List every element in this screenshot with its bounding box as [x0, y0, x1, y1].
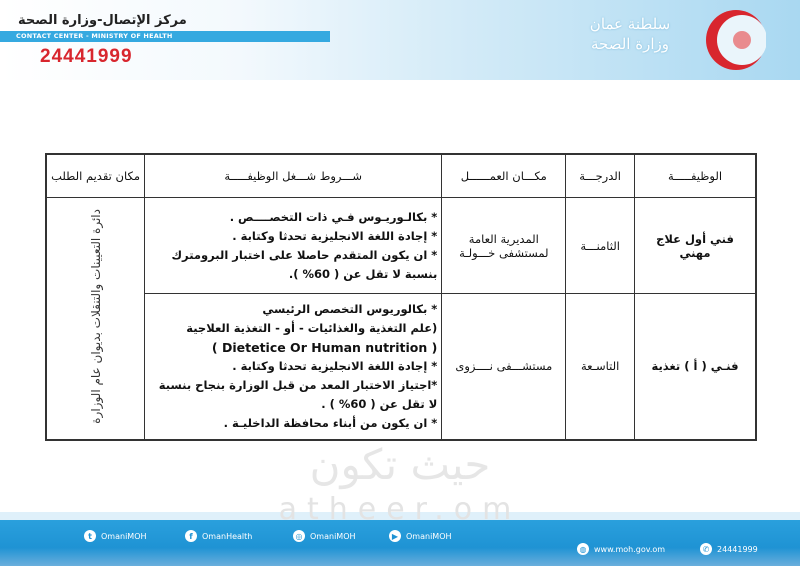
instagram-handle: OmaniMOH [310, 531, 356, 541]
header-conditions: شـــروط شـــغل الوظيفـــــة [144, 153, 443, 198]
condition-item: *اجتياز الاختبار المعد من قبل الوزارة بن… [158, 377, 438, 411]
page-footer [0, 520, 800, 566]
globe-icon: ◍ [577, 543, 589, 555]
ministry-logo-text: سلطنة عمان وزارة الصحة [560, 14, 700, 54]
twitter-icon: t [84, 530, 96, 542]
job-grade: التاسـعة [565, 293, 635, 440]
header-grade: الدرجـــة [565, 153, 635, 198]
footer-twitter[interactable]: t OmaniMOH [84, 530, 147, 542]
twitter-handle: OmaniMOH [101, 531, 147, 541]
contact-center-name-ar: مركز الإتصال-وزارة الصحة [18, 13, 187, 28]
footer-youtube[interactable]: ▶ OmaniMOH [389, 530, 452, 542]
condition-item: * ان يكون المتقدم حاصلا على اختبار البرو… [171, 247, 438, 281]
logo-line-2: وزارة الصحة [591, 35, 669, 53]
job-workplace: المديرية العامة لمستشفى خـــولـة [441, 197, 567, 294]
phone-icon: ✆ [700, 543, 712, 555]
contact-center-name-en: CONTACT CENTER - MINISTRY OF HEALTH [16, 32, 173, 40]
condition-item: * بكالـوريـوس فـي ذات التخصــــص . [229, 209, 438, 224]
condition-item: * بكالوريوس التخصص الرئيسي [262, 301, 438, 316]
footer-phone[interactable]: ✆ 24441999 [700, 543, 758, 555]
apply-place: دائرة التعيينات والتنقلات بديوان عام الو… [45, 197, 146, 440]
job-conditions: * بكالوريوس التخصص الرئيسي (علم التغذية … [144, 293, 443, 440]
instagram-icon: ◎ [293, 530, 305, 542]
condition-item: * ان يكون من أبناء محافظة الداخليـة . [223, 415, 438, 430]
footer-phone-number: 24441999 [717, 544, 758, 554]
logo-line-1: سلطنة عمان [589, 15, 671, 33]
moh-crescent-logo-icon [706, 10, 766, 70]
condition-item: * إجادة اللغة الانجليزية تحدثا وكتابة . [232, 228, 438, 243]
youtube-icon: ▶ [389, 530, 401, 542]
watermark-ar: حيث تكون [309, 440, 491, 489]
table-row: فني أول علاج مهني الثامنـــة المديرية ال… [45, 197, 757, 440]
website-url: www.moh.gov.om [594, 544, 666, 554]
youtube-handle: OmaniMOH [406, 531, 452, 541]
footer-band [0, 512, 800, 522]
table-row: فنـي ( أ ) تغذية التاسـعة مستشـــفى نـــ… [46, 293, 757, 440]
job-grade: الثامنـــة [565, 197, 635, 294]
job-title: فني أول علاج مهني [633, 197, 757, 294]
table-header-row: الوظيفـــــة الدرجـــة مكـــان العمـــــ… [45, 153, 757, 198]
job-workplace: مستشـــفى نــــزوى [441, 293, 567, 440]
jobs-table: الوظيفـــــة الدرجـــة مكـــان العمـــــ… [45, 153, 757, 441]
apply-place-text: دائرة التعيينات والتنقلات بديوان عام الو… [88, 209, 103, 425]
footer-facebook[interactable]: f OmanHealth [185, 530, 252, 542]
watermark-en: atheer.om [278, 492, 522, 527]
header-job: الوظيفـــــة [633, 153, 757, 198]
job-conditions: * بكالـوريـوس فـي ذات التخصــــص . * إجا… [144, 197, 443, 294]
footer-website[interactable]: ◍ www.moh.gov.om [577, 543, 665, 555]
condition-item: * إجادة اللغة الانجليزية تحدثا وكتابة . [232, 358, 438, 373]
header-apply-place: مكان تقديم الطلب [45, 153, 146, 198]
header-stripe [0, 31, 330, 42]
page-header: مركز الإتصال-وزارة الصحة CONTACT CENTER … [0, 0, 800, 80]
facebook-icon: f [185, 530, 197, 542]
condition-item: (علم التغذية والغذائيات - أو - التغذية ا… [186, 320, 438, 335]
contact-phone: 24441999 [40, 46, 133, 67]
footer-instagram[interactable]: ◎ OmaniMOH [293, 530, 356, 542]
facebook-handle: OmanHealth [202, 531, 253, 541]
condition-item: ( Dietetice Or Human nutrition ) [211, 339, 438, 355]
job-title: فنـي ( أ ) تغذية [633, 293, 757, 440]
header-workplace: مكـــان العمــــــل [441, 153, 567, 198]
